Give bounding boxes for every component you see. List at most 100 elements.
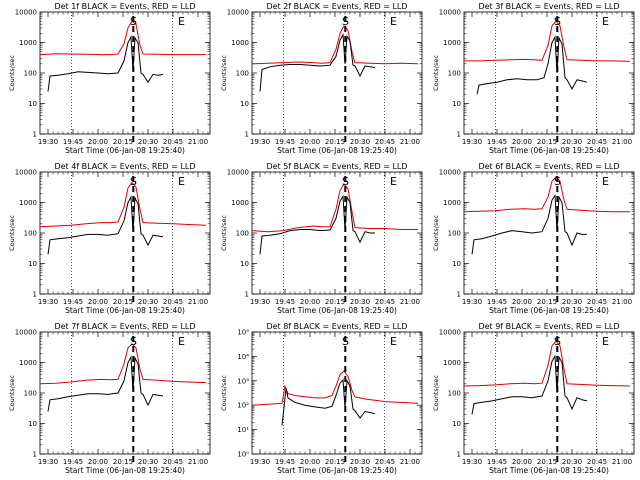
x-tick-label: 21:00	[400, 298, 420, 306]
x-tick-label: 20:45	[587, 138, 607, 146]
lld-series-line	[251, 25, 419, 65]
y-tick-label: 100	[448, 390, 461, 398]
x-tick-label: 20:45	[587, 298, 607, 306]
x-tick-label: 20:00	[88, 458, 108, 466]
plot-frame	[39, 331, 211, 455]
y-axis-label: Counts/sec	[8, 215, 16, 251]
flare-start-marker: S	[130, 335, 137, 348]
x-axis-label: Start Time (06-Jan-08 19:25:40)	[489, 146, 609, 155]
x-tick-label: 20:00	[300, 138, 320, 146]
x-tick-label: 21:00	[188, 458, 208, 466]
events-series-line	[471, 193, 587, 255]
y-tick-label: 1000	[231, 39, 249, 47]
x-tick-label: 20:30	[562, 298, 582, 306]
x-axis-label: Start Time (06-Jan-08 19:25:40)	[65, 146, 185, 155]
x-tick-label: 20:15	[113, 138, 133, 146]
y-tick-label: 1000	[443, 199, 461, 207]
x-tick-label: 20:30	[562, 138, 582, 146]
x-tick-label: 19:45	[275, 298, 295, 306]
x-tick-label: 19:30	[250, 298, 270, 306]
x-tick-label: 19:30	[250, 458, 270, 466]
plot-frame	[251, 331, 423, 455]
chart-title: Det 4f BLACK = Events, RED = LLD	[54, 162, 195, 171]
x-tick-label: 20:30	[350, 138, 370, 146]
x-tick-label: 20:15	[537, 138, 557, 146]
x-tick-label: 20:30	[138, 458, 158, 466]
x-tick-label: 20:30	[138, 298, 158, 306]
x-tick-label: 20:30	[350, 298, 370, 306]
y-tick-label: 10000	[439, 9, 461, 17]
x-tick-label: 20:15	[113, 458, 133, 466]
x-tick-label: 20:00	[88, 138, 108, 146]
x-tick-label: 19:30	[38, 138, 58, 146]
x-tick-label: 20:00	[88, 298, 108, 306]
y-tick-label: 10⁵	[237, 329, 249, 337]
x-tick-label: 21:00	[612, 298, 632, 306]
chart-title: Det 6f BLACK = Events, RED = LLD	[478, 162, 619, 171]
x-tick-label: 20:00	[512, 458, 532, 466]
y-tick-label: 1	[457, 291, 461, 299]
events-series-line	[281, 378, 376, 426]
events-series-line	[471, 354, 588, 415]
flare-end-marker: E	[602, 175, 609, 188]
x-tick-label: 21:00	[612, 138, 632, 146]
flare-end-marker: E	[602, 335, 609, 348]
y-axis-label: Counts/sec	[8, 55, 16, 91]
events-series-line	[47, 195, 164, 255]
x-tick-label: 19:45	[487, 138, 507, 146]
x-tick-label: 21:00	[188, 298, 208, 306]
x-tick-label: 19:30	[462, 138, 482, 146]
chart-title: Det 8f BLACK = Events, RED = LLD	[266, 322, 407, 331]
chart-panel-1: Det 1f BLACK = Events, RED = LLD 1 10 100 10…	[8, 2, 211, 155]
y-tick-label: 1000	[19, 39, 37, 47]
y-tick-label: 100	[24, 390, 37, 398]
x-tick-label: 20:45	[375, 138, 395, 146]
flare-start-marker: S	[554, 15, 561, 28]
flare-end-marker: E	[178, 335, 185, 348]
flare-end-marker: E	[178, 15, 185, 28]
y-tick-label: 10	[28, 260, 37, 268]
x-tick-label: 20:15	[325, 138, 345, 146]
chart-panel-4: Det 4f BLACK = Events, RED = LLD 1 10 100 10…	[8, 162, 211, 315]
y-tick-label: 100	[24, 70, 37, 78]
y-tick-label: 10000	[227, 169, 249, 177]
y-tick-label: 100	[236, 230, 249, 238]
chart-panel-8: Det 8f BLACK = Events, RED = LLD 10⁰ 10¹ 10…	[220, 322, 423, 475]
x-axis-label: Start Time (06-Jan-08 19:25:40)	[65, 466, 185, 475]
lld-series-line	[39, 20, 206, 56]
y-tick-label: 10000	[15, 329, 37, 337]
y-tick-label: 10	[240, 260, 249, 268]
events-series-line	[47, 35, 164, 92]
flare-start-marker: S	[342, 15, 349, 28]
plot-frame	[251, 171, 423, 295]
y-axis-label: Counts/sec	[220, 55, 228, 91]
chart-panel-6: Det 6f BLACK = Events, RED = LLD 1 10 100 10…	[432, 162, 635, 315]
y-tick-label: 10	[28, 100, 37, 108]
x-tick-label: 21:00	[188, 138, 208, 146]
y-axis-label: Counts/sec	[220, 215, 228, 251]
x-tick-label: 19:45	[63, 138, 83, 146]
y-tick-label: 10²	[237, 402, 249, 410]
chart-panel-9: Det 9f BLACK = Events, RED = LLD 1 10 100 10…	[432, 322, 635, 475]
flare-end-marker: E	[390, 15, 397, 28]
y-tick-label: 100	[236, 70, 249, 78]
flare-start-marker: S	[130, 175, 137, 188]
lld-series-line	[251, 370, 419, 406]
plot-frame	[39, 11, 211, 135]
y-tick-label: 1	[457, 131, 461, 139]
x-tick-label: 19:45	[487, 458, 507, 466]
x-axis-label: Start Time (06-Jan-08 19:25:40)	[65, 306, 185, 315]
y-tick-label: 1000	[19, 199, 37, 207]
chart-title: Det 1f BLACK = Events, RED = LLD	[54, 2, 195, 11]
x-tick-label: 21:00	[400, 138, 420, 146]
x-tick-label: 20:15	[537, 458, 557, 466]
lld-series-line	[463, 175, 630, 213]
flare-end-marker: E	[178, 175, 185, 188]
x-tick-label: 20:30	[138, 138, 158, 146]
plot-frame	[251, 11, 423, 135]
x-tick-label: 19:30	[250, 138, 270, 146]
x-tick-label: 19:45	[275, 138, 295, 146]
y-tick-label: 10⁴	[237, 353, 249, 361]
y-axis-label: Counts/sec	[432, 375, 440, 411]
